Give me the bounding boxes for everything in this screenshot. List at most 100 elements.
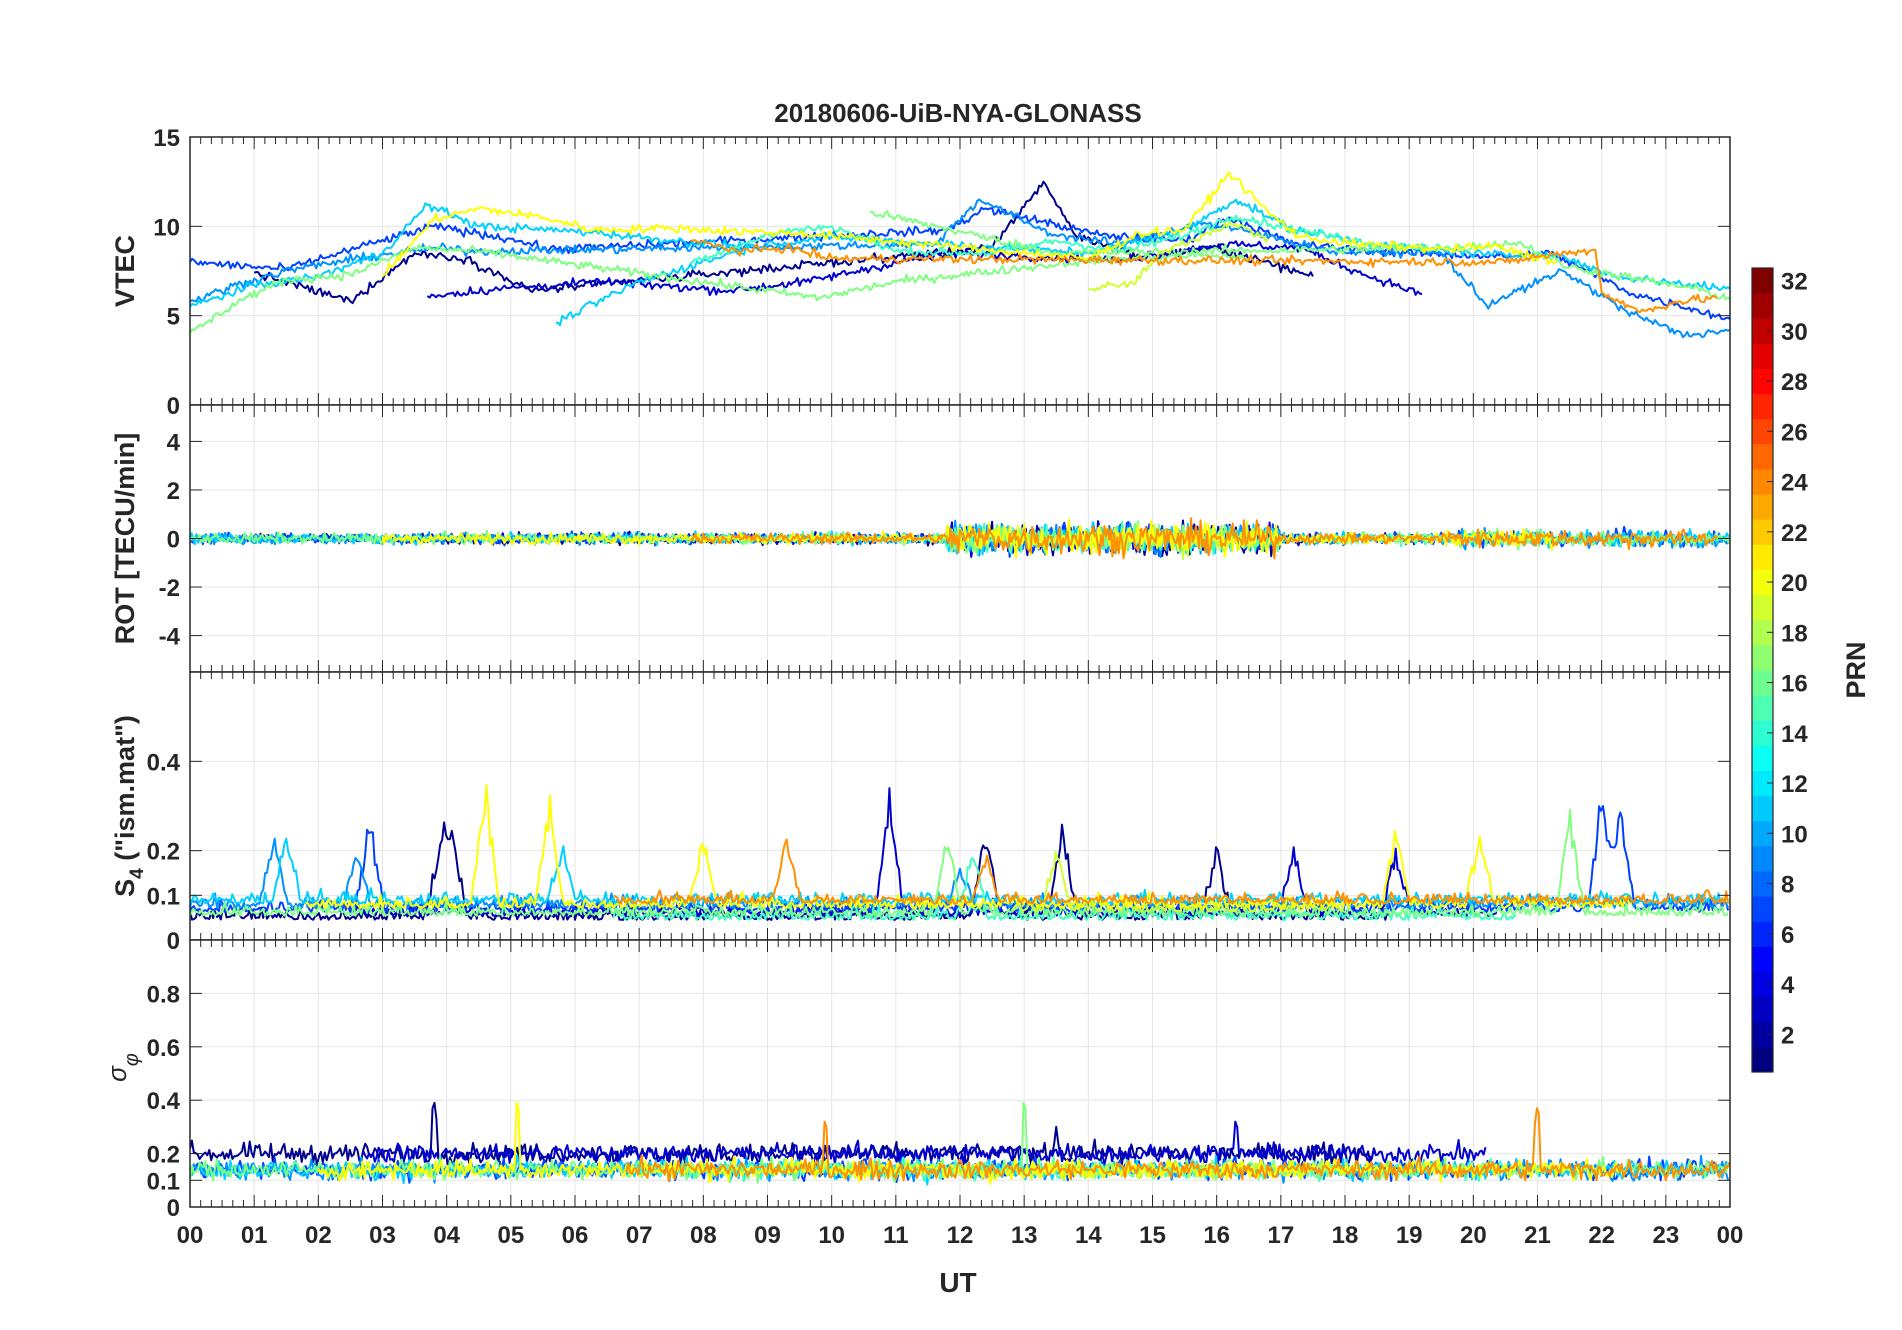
chart-title: 20180606-UiB-NYA-GLONASS <box>774 98 1142 128</box>
y-tick-label: 15 <box>153 125 180 152</box>
colorbar-tick-label: 28 <box>1781 369 1808 396</box>
colorbar-segment <box>1752 368 1773 395</box>
colorbar-tick-label: 32 <box>1781 269 1808 296</box>
y-tick-label: 0 <box>167 928 180 955</box>
x-tick-label: 00 <box>177 1222 204 1249</box>
colorbar-segment <box>1752 418 1773 445</box>
series-line-prn-3 <box>426 240 1423 299</box>
colorbar-segment <box>1752 695 1773 721</box>
y-tick-label: 0.4 <box>147 1088 181 1115</box>
colorbar-segment <box>1752 393 1773 420</box>
y-axis-label-main: S <box>110 879 140 897</box>
x-tick-label: 20 <box>1460 1222 1487 1249</box>
panel-vtec: 0 5 10 15 VTEC <box>110 125 1731 420</box>
x-tick-label: 01 <box>241 1222 268 1249</box>
series-line-prn-14 <box>612 857 1517 921</box>
x-tick-label: 15 <box>1139 1222 1166 1249</box>
colorbar-segment <box>1752 670 1773 696</box>
colorbar-segment <box>1752 770 1773 797</box>
y-tick-label: 0.6 <box>147 1035 180 1062</box>
colorbar-tick-label: 26 <box>1781 419 1808 446</box>
colorbar-segment <box>1752 519 1773 545</box>
colorbar-segment <box>1752 318 1773 344</box>
y-tick-label: 4 <box>167 429 181 456</box>
colorbar-segment <box>1752 594 1773 621</box>
y-axis-label: VTEC <box>110 235 140 307</box>
colorbar-segment <box>1752 820 1773 847</box>
x-tick-label: 02 <box>305 1222 332 1249</box>
colorbar-label: PRN <box>1841 641 1871 698</box>
x-tick-label: 04 <box>433 1222 460 1249</box>
y-axis-label-main: σ <box>102 1065 132 1082</box>
colorbar-segment <box>1752 871 1773 897</box>
colorbar-tick-label: 16 <box>1781 671 1808 698</box>
colorbar-tick-label: 14 <box>1781 721 1808 748</box>
x-axis-label: UT <box>939 1267 976 1298</box>
colorbar-segment <box>1752 469 1773 495</box>
x-tick-label: 21 <box>1524 1222 1551 1249</box>
colorbar-segment <box>1752 720 1773 746</box>
colorbar-segment <box>1752 745 1773 771</box>
colorbar-tick-label: 22 <box>1781 520 1808 547</box>
y-tick-label: 0.2 <box>147 839 180 866</box>
colorbar-segment <box>1752 795 1773 822</box>
y-tick-label: 0 <box>167 1195 180 1222</box>
colorbar-segment <box>1752 921 1773 947</box>
colorbar-segment <box>1752 443 1773 470</box>
x-tick-label: 05 <box>497 1222 524 1249</box>
x-tick-label: 17 <box>1267 1222 1294 1249</box>
colorbar-tick-label: 2 <box>1781 1022 1794 1049</box>
x-tick-label: 16 <box>1203 1222 1230 1249</box>
series-line-prn-23 <box>625 1107 1730 1182</box>
y-tick-label: 0.4 <box>147 749 181 776</box>
panel-sigma_phi: 00.10.2 0.4 0.6 0.8 σφ 00 01 02 03 04 05 06 07 08 09 10… <box>102 939 1744 1249</box>
series-line-prn-3 <box>362 1120 1487 1167</box>
colorbar-segment <box>1752 845 1773 872</box>
colorbar-tick-label: 30 <box>1781 319 1808 346</box>
series-line-prn-20 <box>304 784 1633 909</box>
colorbar-segment <box>1752 494 1773 520</box>
series-line-prn-19 <box>1087 221 1269 292</box>
colorbar-tick-label: 24 <box>1781 470 1808 497</box>
colorbar-segment <box>1752 343 1773 369</box>
x-tick-label: 12 <box>947 1222 974 1249</box>
y-axis-label-rest: ("ism.mat") <box>110 715 140 868</box>
colorbar-segment <box>1752 293 1773 319</box>
y-axis-label-sub: 4 <box>127 868 148 879</box>
series-line-prn-16 <box>190 1101 1730 1184</box>
x-tick-label: 10 <box>818 1222 845 1249</box>
y-tick-label: 0.1 <box>147 883 180 910</box>
y-tick-label: 0 <box>167 393 180 420</box>
y-tick-label: -4 <box>159 624 181 651</box>
y-axis-label: ROT [TECU/min] <box>110 433 140 644</box>
y-tick-label: 2 <box>167 478 180 505</box>
colorbar-segment <box>1752 1046 1773 1073</box>
x-tick-label: 03 <box>369 1222 396 1249</box>
colorbar-segment <box>1752 644 1773 671</box>
y-tick-label: 0.2 <box>147 1142 180 1169</box>
series-line-prn-23 <box>613 838 1730 905</box>
colorbar-tick-label: 20 <box>1781 570 1808 597</box>
colorbar-tick-label: 18 <box>1781 620 1808 647</box>
colorbar-segment <box>1752 896 1773 922</box>
series-group <box>190 517 1730 561</box>
panel-rot: -4 -2 0 2 4 ROT [TECU/min] <box>110 404 1731 673</box>
x-tick-label: 19 <box>1396 1222 1423 1249</box>
series-line-prn-14 <box>690 214 1442 264</box>
series-line-prn-9 <box>190 198 1730 339</box>
x-tick-label: 00 <box>1717 1222 1744 1249</box>
x-tick-label: 07 <box>626 1222 653 1249</box>
colorbar-frame <box>1751 267 1774 1073</box>
colorbar-tick-label: 6 <box>1781 922 1794 949</box>
colorbar-segment <box>1752 268 1773 294</box>
series-line-prn-19 <box>1011 850 1346 913</box>
colorbar-tick-label: 10 <box>1781 821 1808 848</box>
x-tick-label: 14 <box>1075 1222 1102 1249</box>
colorbar-tick-label: 8 <box>1781 872 1794 899</box>
x-tick-label: 18 <box>1332 1222 1359 1249</box>
series-group <box>190 1101 1730 1186</box>
series-group <box>190 171 1730 339</box>
